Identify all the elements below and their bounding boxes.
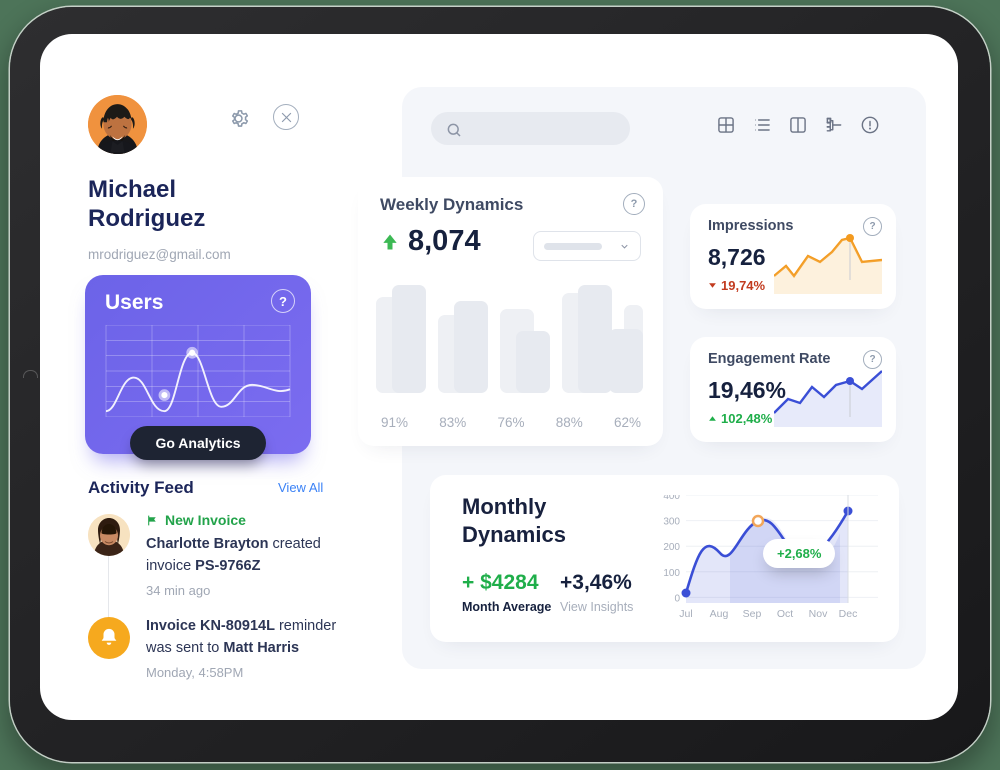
svg-text:Sep: Sep — [743, 608, 762, 620]
svg-text:200: 200 — [663, 542, 680, 553]
svg-text:100: 100 — [663, 568, 680, 579]
svg-text:Jul: Jul — [679, 608, 692, 620]
svg-text:400: 400 — [663, 495, 680, 502]
svg-text:Oct: Oct — [777, 608, 793, 620]
svg-text:300: 300 — [663, 517, 680, 528]
svg-text:Dec: Dec — [839, 608, 858, 620]
svg-text:0: 0 — [674, 593, 680, 604]
svg-text:Aug: Aug — [710, 608, 729, 620]
svg-text:Nov: Nov — [809, 608, 828, 620]
